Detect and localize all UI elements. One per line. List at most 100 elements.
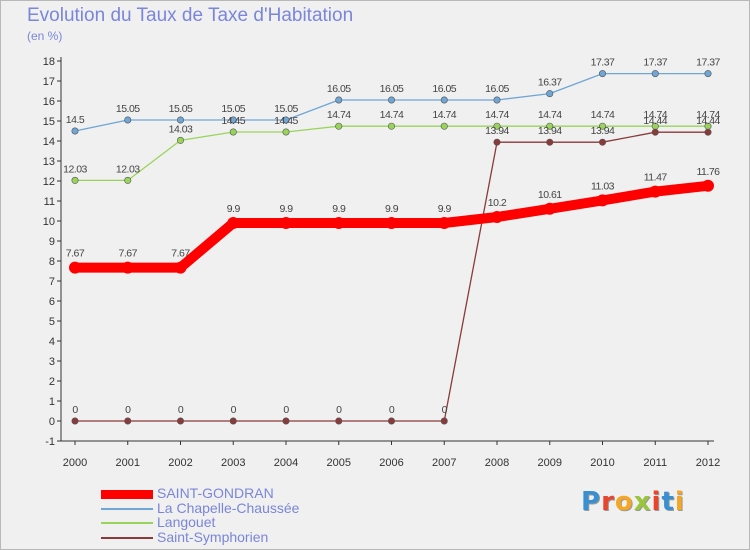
data-label: 13.94 bbox=[485, 125, 509, 137]
data-label: 12.03 bbox=[116, 163, 140, 175]
data-label: 11.76 bbox=[697, 166, 721, 178]
y-tick-label: 3 bbox=[49, 356, 55, 368]
data-label: 16.05 bbox=[380, 83, 404, 95]
data-label: 14.74 bbox=[538, 109, 562, 121]
data-point bbox=[71, 127, 79, 135]
data-label: 7.67 bbox=[119, 248, 138, 260]
data-point bbox=[174, 261, 187, 274]
chart-title: Evolution du Taux de Taxe d'Habitation bbox=[27, 5, 354, 26]
data-point bbox=[335, 122, 343, 130]
legend-swatch bbox=[101, 537, 153, 539]
data-point bbox=[438, 217, 451, 229]
data-label: 0 bbox=[125, 404, 131, 416]
x-tick-label: 2012 bbox=[696, 457, 720, 469]
x-tick-label: 2007 bbox=[432, 457, 456, 469]
legend-label: Langouet bbox=[157, 514, 216, 530]
data-label: 0 bbox=[389, 404, 395, 416]
data-point bbox=[546, 138, 554, 146]
y-tick-label: 16 bbox=[43, 96, 55, 108]
data-label: 15.05 bbox=[116, 103, 140, 115]
data-point bbox=[387, 122, 395, 130]
data-point bbox=[704, 128, 712, 136]
data-label: 17.37 bbox=[696, 57, 720, 69]
data-label: 16.37 bbox=[538, 77, 562, 89]
brand-logo-letter: x bbox=[633, 487, 652, 517]
data-label: 14.74 bbox=[591, 109, 615, 121]
data-label: 0 bbox=[178, 404, 184, 416]
data-label: 14.74 bbox=[327, 109, 351, 121]
series-saint-gondran: 7.67 7.67 7.67 9.9 9.9 9.9 9.9 9.9 10.2 10.61 11.0… bbox=[66, 166, 721, 274]
data-point bbox=[227, 217, 240, 229]
data-point bbox=[651, 128, 659, 136]
data-point bbox=[440, 122, 448, 130]
x-tick-label: 2009 bbox=[538, 457, 562, 469]
data-point bbox=[543, 202, 556, 215]
y-tick-label: 9 bbox=[49, 236, 55, 248]
data-point bbox=[335, 417, 343, 425]
brand-logo: Proxiti bbox=[581, 487, 685, 517]
data-point bbox=[385, 217, 398, 229]
data-point bbox=[177, 417, 185, 425]
x-tick-label: 2010 bbox=[590, 457, 614, 469]
legend-label: SAINT-GONDRAN bbox=[157, 485, 274, 501]
data-label: 14.74 bbox=[485, 109, 509, 121]
data-point bbox=[229, 417, 237, 425]
x-tick-label: 2005 bbox=[327, 457, 351, 469]
legend-label: La Chapelle-Chaussée bbox=[157, 500, 300, 516]
legend-swatch bbox=[101, 522, 153, 524]
brand-logo-letter: r bbox=[601, 487, 615, 517]
data-label: 0 bbox=[336, 404, 342, 416]
data-point bbox=[229, 128, 237, 136]
series-la-chapelle-chauss-e: 14.5 15.05 15.05 15.05 15.05 16.05 16.05 16.05 1… bbox=[66, 57, 721, 135]
data-label: 14.45 bbox=[274, 115, 298, 127]
data-label: 15.05 bbox=[274, 103, 298, 115]
y-tick-label: 13 bbox=[43, 156, 55, 168]
x-tick-label: 2008 bbox=[485, 457, 509, 469]
y-tick-label: 10 bbox=[43, 216, 55, 228]
data-point bbox=[596, 194, 609, 207]
x-tick-label: 2011 bbox=[643, 457, 667, 469]
data-label: 10.61 bbox=[538, 189, 562, 201]
data-point bbox=[598, 122, 606, 130]
data-label: 13.94 bbox=[591, 125, 615, 137]
y-tick-label: 7 bbox=[49, 276, 55, 288]
data-point bbox=[598, 70, 606, 78]
data-label: 0 bbox=[283, 404, 289, 416]
data-label: 7.67 bbox=[171, 248, 190, 260]
x-tick-label: 2001 bbox=[116, 457, 140, 469]
brand-logo-letter: o bbox=[614, 487, 634, 517]
data-label: 14.74 bbox=[696, 109, 720, 121]
data-point bbox=[280, 217, 292, 229]
x-tick-label: 2006 bbox=[379, 457, 403, 469]
data-label: 11.03 bbox=[591, 180, 615, 192]
legend-label: Saint-Symphorien bbox=[157, 529, 269, 545]
y-tick-label: -1 bbox=[45, 436, 55, 448]
data-label: 17.37 bbox=[643, 57, 667, 69]
legend-swatch bbox=[101, 508, 153, 510]
data-label: 16.05 bbox=[432, 83, 456, 95]
data-label: 15.05 bbox=[221, 103, 245, 115]
data-point bbox=[546, 122, 554, 130]
y-tick-label: 0 bbox=[49, 416, 55, 428]
brand-logo-letter: i bbox=[674, 487, 685, 517]
y-tick-label: 15 bbox=[43, 116, 55, 128]
y-tick-label: 2 bbox=[49, 376, 55, 388]
y-tick-label: 11 bbox=[44, 196, 55, 208]
y-tick-label: 14 bbox=[43, 136, 55, 148]
data-point bbox=[649, 185, 662, 198]
data-point bbox=[440, 417, 448, 425]
y-tick-label: 18 bbox=[43, 56, 55, 68]
data-point bbox=[282, 128, 290, 136]
data-label: 15.05 bbox=[169, 103, 193, 115]
y-tick-label: 1 bbox=[49, 396, 55, 408]
y-tick-label: 17 bbox=[43, 76, 55, 88]
data-label: 13.94 bbox=[538, 125, 562, 137]
data-label: 17.37 bbox=[591, 57, 615, 69]
data-point bbox=[229, 116, 237, 124]
data-point bbox=[440, 96, 448, 104]
data-label: 0 bbox=[72, 404, 78, 416]
data-point bbox=[546, 90, 554, 98]
data-point bbox=[493, 96, 501, 104]
